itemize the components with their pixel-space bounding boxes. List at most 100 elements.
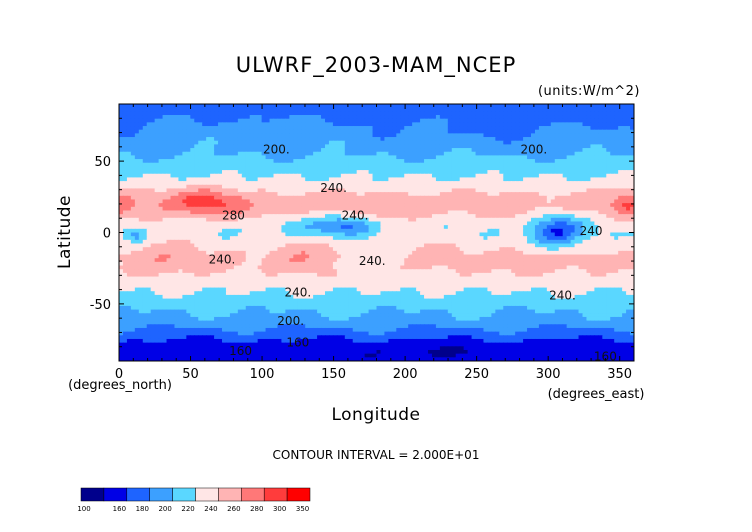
contour-cell bbox=[182, 225, 187, 230]
contour-cell bbox=[622, 144, 627, 149]
contour-cell bbox=[542, 115, 548, 120]
contour-cell bbox=[249, 217, 255, 223]
contour-cell bbox=[554, 217, 560, 223]
contour-cell bbox=[146, 133, 152, 138]
contour-cell bbox=[206, 181, 211, 186]
contour-cell bbox=[594, 217, 599, 223]
contour-cell bbox=[467, 173, 473, 179]
contour-cell bbox=[630, 137, 634, 142]
contour-cell bbox=[598, 115, 603, 120]
contour-cell bbox=[150, 166, 156, 171]
contour-cell bbox=[273, 148, 279, 153]
contour-cell bbox=[126, 162, 132, 168]
contour-cell bbox=[360, 137, 366, 142]
contour-cell bbox=[578, 166, 584, 171]
contour-cell bbox=[210, 162, 215, 168]
contour-cell bbox=[491, 166, 496, 171]
contour-cell bbox=[178, 166, 183, 171]
contour-cell bbox=[273, 195, 279, 201]
contour-cell bbox=[630, 192, 634, 197]
contour-cell bbox=[582, 170, 588, 175]
contour-cell bbox=[309, 188, 314, 193]
contour-cell bbox=[408, 239, 413, 245]
contour-cell bbox=[281, 195, 286, 201]
contour-cell bbox=[225, 232, 231, 237]
contour-cell bbox=[451, 177, 457, 182]
contour-cell bbox=[523, 236, 528, 241]
contour-cell bbox=[332, 166, 338, 171]
contour-cell bbox=[447, 170, 453, 175]
contour-cell bbox=[424, 170, 429, 175]
contour-cell bbox=[475, 177, 481, 182]
contour-cell bbox=[404, 210, 409, 215]
contour-cell bbox=[166, 166, 172, 171]
contour-cell bbox=[400, 239, 405, 245]
contour-cell bbox=[317, 195, 322, 201]
contour-cell bbox=[416, 184, 421, 190]
contour-cell bbox=[214, 228, 219, 234]
contour-cell bbox=[534, 199, 540, 204]
contour-cell bbox=[594, 148, 599, 153]
contour-cell bbox=[301, 133, 306, 138]
contour-cell bbox=[455, 133, 461, 138]
contour-cell bbox=[507, 118, 512, 123]
contour-cell bbox=[455, 206, 461, 212]
contour-cell bbox=[190, 115, 195, 120]
contour-cell bbox=[376, 144, 382, 149]
contour-cell bbox=[594, 203, 599, 208]
contour-cell bbox=[384, 203, 389, 208]
contour-cell bbox=[483, 115, 489, 120]
contour-cell bbox=[229, 243, 235, 248]
contour-cell bbox=[360, 239, 366, 245]
contour-cell bbox=[582, 232, 588, 237]
contour-cell bbox=[154, 126, 160, 131]
contour-cell bbox=[531, 155, 536, 160]
contour-cell bbox=[527, 206, 532, 212]
contour-cell bbox=[293, 111, 298, 116]
contour-cell bbox=[332, 225, 338, 230]
contour-cell bbox=[313, 140, 318, 145]
contour-cell bbox=[305, 155, 310, 160]
contour-cell bbox=[424, 162, 429, 168]
contour-cell bbox=[380, 210, 386, 215]
contour-cell bbox=[198, 151, 203, 156]
contour-cell bbox=[206, 137, 211, 142]
contour-cell bbox=[301, 140, 306, 145]
contour-cell bbox=[483, 184, 489, 190]
contour-cell bbox=[202, 133, 207, 138]
contour-cell bbox=[305, 195, 310, 201]
contour-cell bbox=[328, 192, 334, 197]
contour-cell bbox=[408, 195, 413, 201]
contour-cell bbox=[388, 170, 393, 175]
contour-cell bbox=[483, 217, 489, 223]
contour-cell bbox=[534, 217, 540, 223]
contour-cell bbox=[570, 151, 576, 156]
contour-cell bbox=[487, 126, 492, 131]
contour-cell bbox=[475, 203, 481, 208]
contour-cell bbox=[218, 177, 223, 182]
contour-cell bbox=[309, 140, 314, 145]
contour-cell bbox=[210, 239, 215, 245]
contour-cell bbox=[285, 137, 290, 142]
contour-cell bbox=[630, 104, 634, 109]
contour-cell bbox=[594, 159, 599, 164]
contour-cell bbox=[249, 228, 255, 234]
contour-cell bbox=[237, 188, 243, 193]
contour-cell bbox=[340, 162, 346, 168]
contour-cell bbox=[384, 148, 389, 153]
contour-cell bbox=[630, 199, 634, 204]
contour-cell bbox=[376, 126, 382, 131]
contour-cell bbox=[455, 228, 461, 234]
contour-cell bbox=[542, 228, 548, 234]
contour-cell bbox=[412, 217, 417, 223]
contour-cell bbox=[261, 107, 267, 112]
contour-cell bbox=[257, 162, 263, 168]
contour-cell bbox=[491, 126, 496, 131]
contour-cell bbox=[610, 184, 615, 190]
contour-cell bbox=[554, 239, 560, 245]
contour-cell bbox=[356, 126, 362, 131]
contour-cell bbox=[206, 217, 211, 223]
contour-cell bbox=[328, 195, 334, 201]
contour-cell bbox=[550, 188, 556, 193]
contour-cell bbox=[396, 118, 401, 123]
